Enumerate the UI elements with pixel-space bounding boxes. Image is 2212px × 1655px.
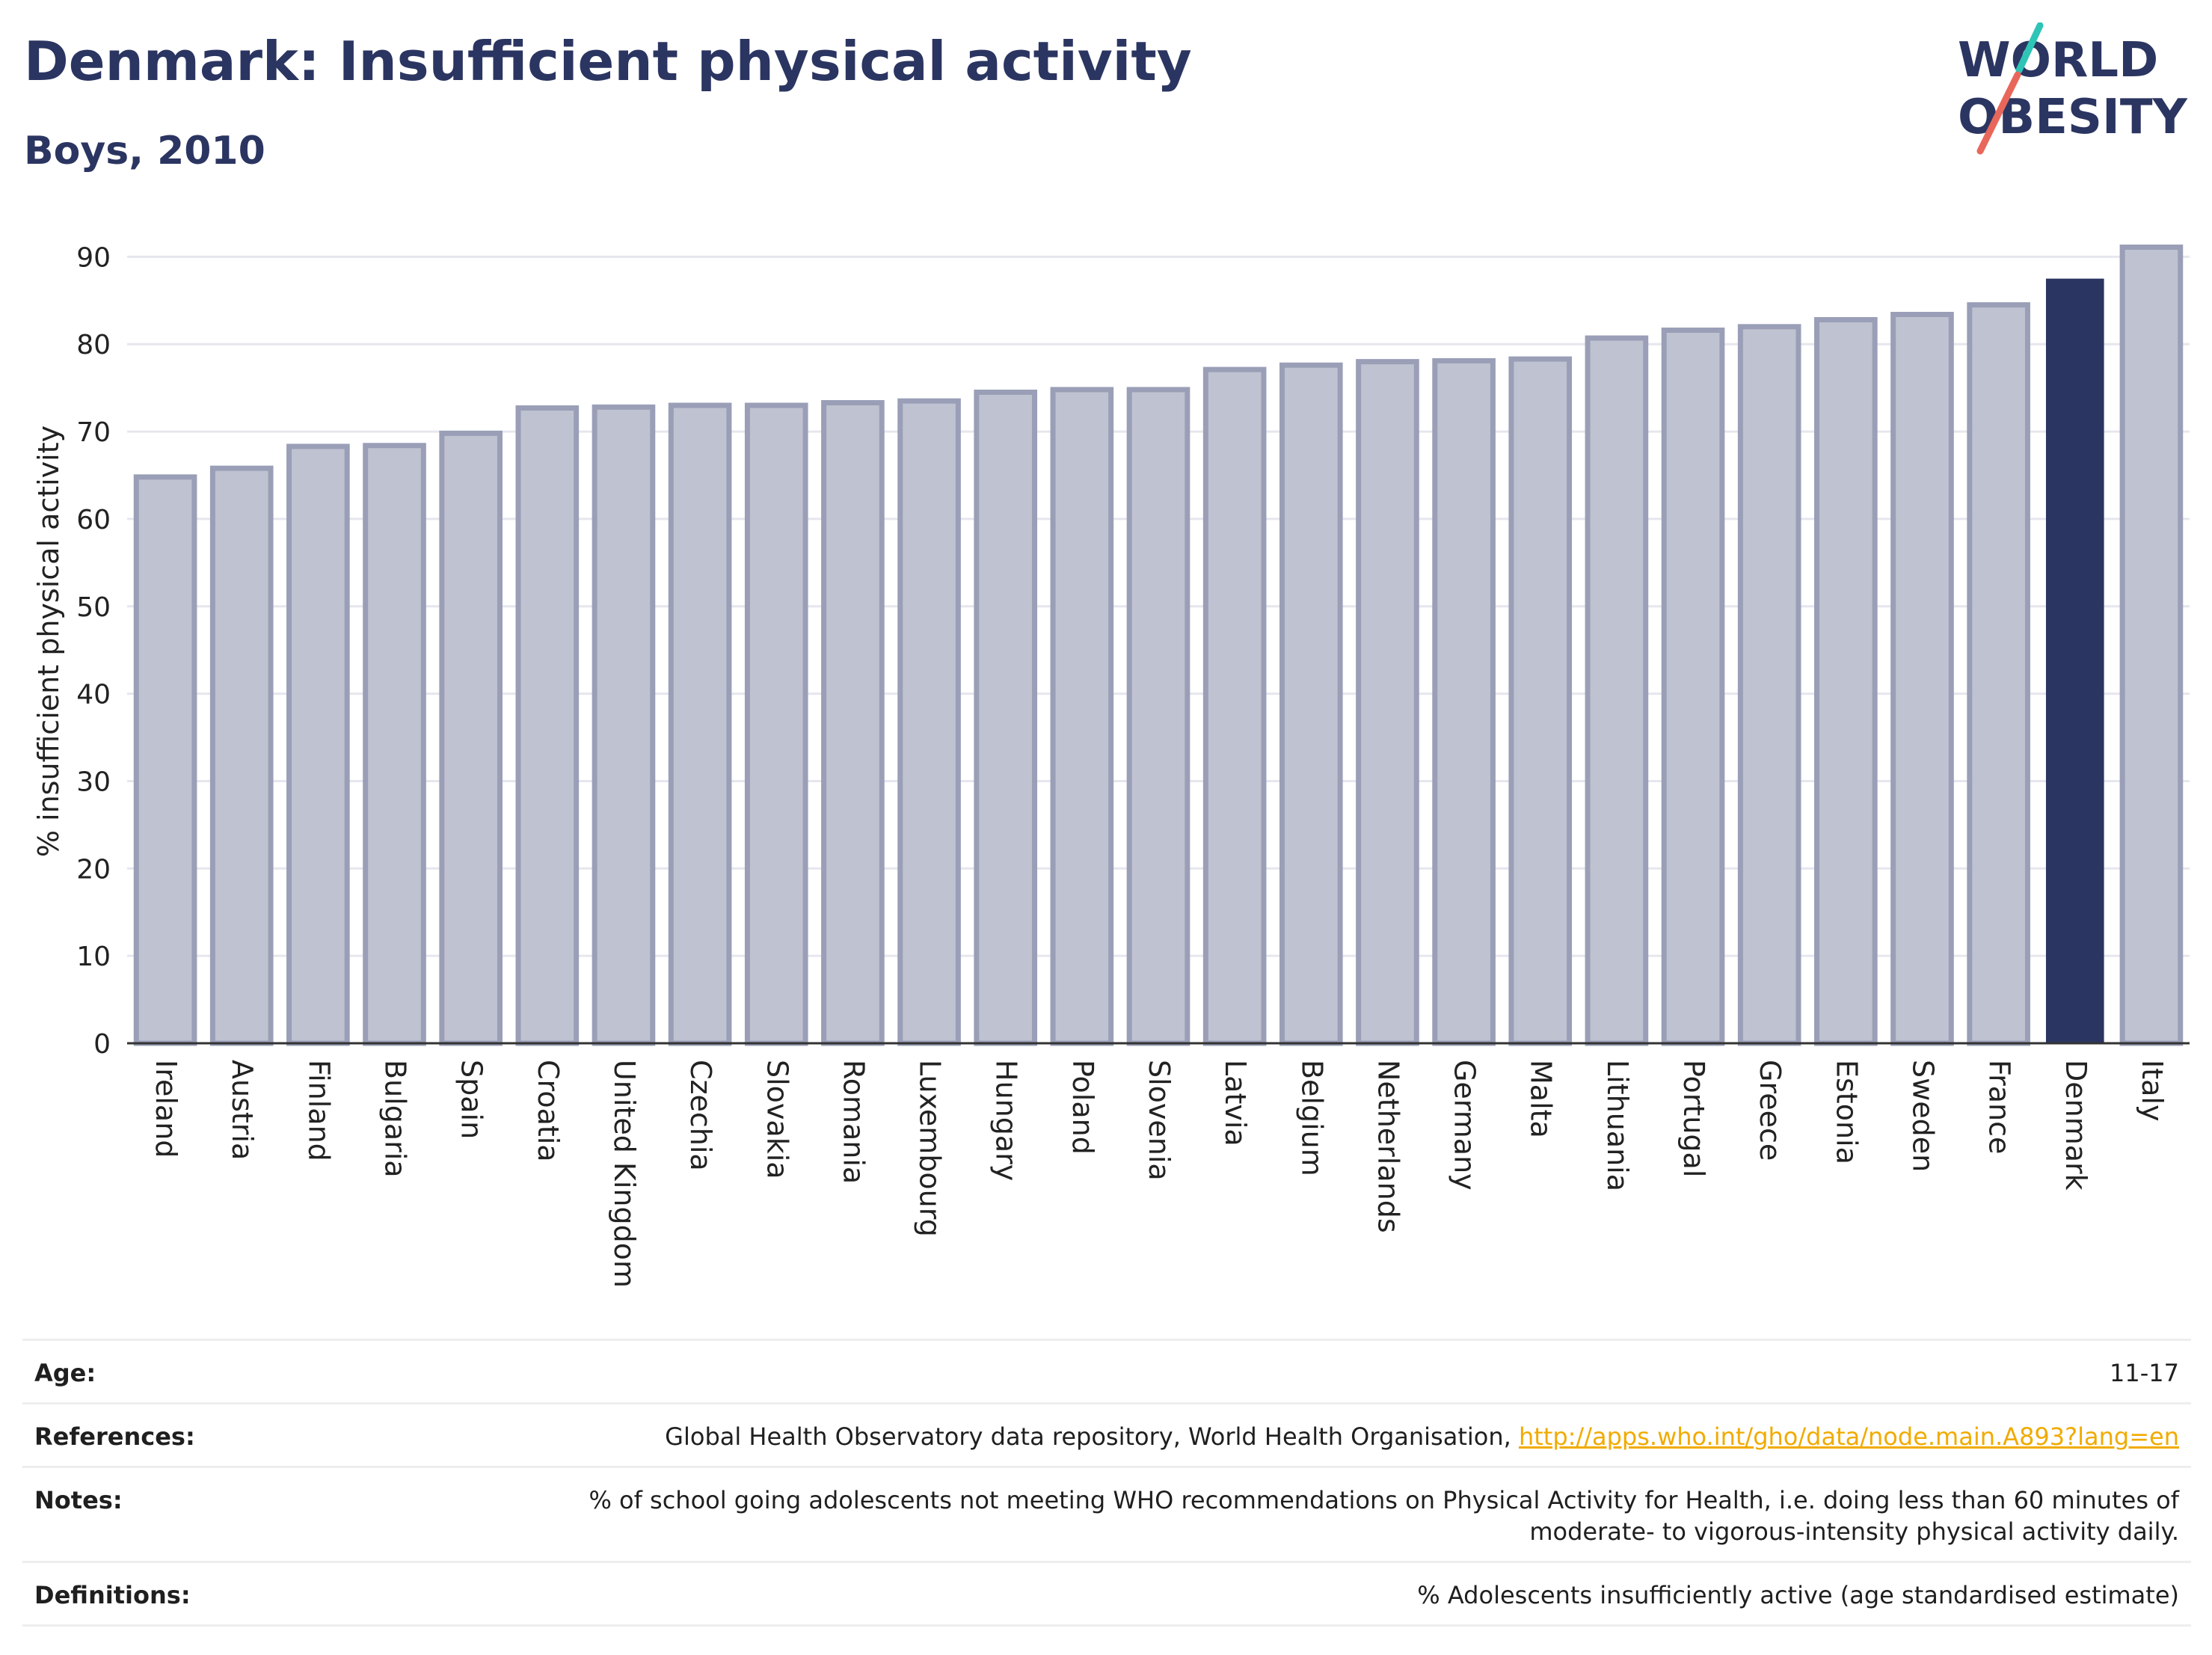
bar-sweden — [1890, 311, 1954, 1046]
metadata-table: Age: 11-17 References: Global Health Obs… — [22, 1339, 2191, 1627]
y-tick-label: 20 — [76, 854, 111, 885]
bar-bulgaria — [363, 443, 426, 1046]
bar-spain — [439, 430, 503, 1046]
definitions-value: % Adolescents insufficiently active (age… — [1417, 1581, 2179, 1609]
bars — [133, 245, 2184, 1046]
age-label: Age: — [34, 1359, 96, 1387]
notes-label: Notes: — [34, 1486, 123, 1514]
references-label: References: — [34, 1422, 195, 1451]
y-tick-label: 40 — [76, 680, 111, 710]
x-tick-label: Lithuania — [1601, 1060, 1634, 1191]
x-tick-label: Poland — [1066, 1060, 1099, 1155]
x-tick-label: Slovakia — [761, 1060, 793, 1179]
age-value: 11-17 — [2110, 1359, 2179, 1387]
x-tick-label: Ireland — [150, 1060, 182, 1158]
x-tick-label: United Kingdom — [608, 1060, 641, 1288]
references-text: Global Health Observatory data repositor… — [665, 1422, 1519, 1451]
logo-text-world: WORLD — [1958, 33, 2158, 88]
bar-croatia — [515, 405, 580, 1046]
logo-slash-coral — [1976, 71, 2021, 155]
bar-greece — [1737, 324, 1801, 1046]
meta-row-references: References: Global Health Observatory da… — [22, 1402, 2191, 1466]
bar-malta — [1508, 356, 1573, 1046]
logo-slash-teal — [2015, 22, 2044, 74]
bar-chart: 0 10 20 30 40 50 60 70 80 90 Ireland Austria Finlan… — [32, 242, 2190, 1288]
x-tick-label: Estonia — [1830, 1060, 1863, 1164]
bar-united-kingdom — [592, 404, 656, 1046]
world-obesity-logo: WORLD OBESITY — [1958, 22, 2187, 155]
bar-italy — [2119, 245, 2184, 1046]
x-tick-label: Denmark — [2059, 1060, 2092, 1191]
y-tick-label: 10 — [76, 942, 111, 972]
x-tick-label: Italy — [2136, 1060, 2169, 1121]
bar-lithuania — [1585, 335, 1649, 1046]
y-axis-label: % insufficient physical activity — [32, 426, 65, 857]
meta-row-notes: Notes: % of school going adolescents not… — [22, 1466, 2191, 1561]
bar-finland — [286, 443, 350, 1046]
bar-belgium — [1279, 362, 1343, 1046]
x-tick-label: Bulgaria — [379, 1060, 412, 1178]
x-tick-label: Sweden — [1906, 1060, 1939, 1172]
definitions-label: Definitions: — [34, 1581, 191, 1609]
bar-estonia — [1814, 317, 1878, 1046]
bar-czechia — [668, 402, 732, 1046]
bar-germany — [1432, 357, 1496, 1046]
bar-austria — [209, 465, 274, 1046]
page-title: Denmark: Insufficient physical activity — [24, 30, 1192, 93]
references-value: Global Health Observatory data repositor… — [665, 1421, 2179, 1452]
y-tick-label: 30 — [76, 767, 111, 797]
x-tick-label: Greece — [1754, 1060, 1787, 1161]
bar-ireland — [133, 474, 197, 1046]
x-tick-label: France — [1983, 1060, 2016, 1154]
x-tick-label: Romania — [837, 1060, 870, 1184]
x-tick-labels: Ireland Austria Finland Bulgaria Spain Croati… — [150, 1060, 2169, 1288]
page-subtitle: Boys, 2010 — [24, 129, 265, 174]
x-tick-label: Spain — [455, 1060, 488, 1139]
x-tick-label: Portugal — [1677, 1060, 1710, 1177]
bar-slovenia — [1126, 387, 1191, 1046]
notes-value: % of school going adolescents not meetin… — [589, 1486, 2179, 1546]
y-tick-label: 0 — [93, 1029, 111, 1060]
bar-poland — [1050, 387, 1114, 1046]
x-tick-label: Luxembourg — [914, 1060, 947, 1237]
x-tick-label: Belgium — [1295, 1060, 1328, 1176]
bar-hungary — [974, 389, 1038, 1046]
x-tick-label: Croatia — [532, 1060, 565, 1162]
bar-luxembourg — [897, 398, 961, 1046]
x-tick-label: Hungary — [990, 1060, 1023, 1181]
x-tick-label: Latvia — [1219, 1060, 1252, 1146]
bar-romania — [821, 400, 885, 1046]
bar-netherlands — [1356, 359, 1419, 1046]
meta-row-age: Age: 11-17 — [22, 1339, 2191, 1402]
x-tick-label: Finland — [302, 1060, 335, 1161]
bar-latvia — [1202, 366, 1267, 1046]
y-tick-label: 80 — [76, 330, 111, 360]
y-tick-label: 60 — [76, 505, 111, 535]
bar-france — [1967, 302, 2030, 1046]
y-tick-label: 90 — [76, 242, 111, 273]
x-tick-label: Slovenia — [1143, 1060, 1176, 1181]
y-tick-label: 50 — [76, 592, 111, 623]
y-tick-label: 70 — [76, 417, 111, 448]
bar-slovakia — [744, 402, 808, 1046]
x-tick-label: Austria — [226, 1060, 259, 1160]
x-tick-label: Czechia — [684, 1060, 717, 1171]
meta-row-definitions: Definitions: % Adolescents insufficientl… — [22, 1561, 2191, 1627]
x-tick-label: Malta — [1525, 1060, 1558, 1138]
y-tick-labels: 0 10 20 30 40 50 60 70 80 90 — [76, 242, 111, 1060]
bar-portugal — [1661, 328, 1725, 1046]
x-tick-label: Germany — [1448, 1060, 1481, 1191]
bar-denmark — [2045, 278, 2104, 1043]
x-tick-label: Netherlands — [1371, 1060, 1404, 1233]
references-link[interactable]: http://apps.who.int/gho/data/node.main.A… — [1518, 1422, 2179, 1451]
